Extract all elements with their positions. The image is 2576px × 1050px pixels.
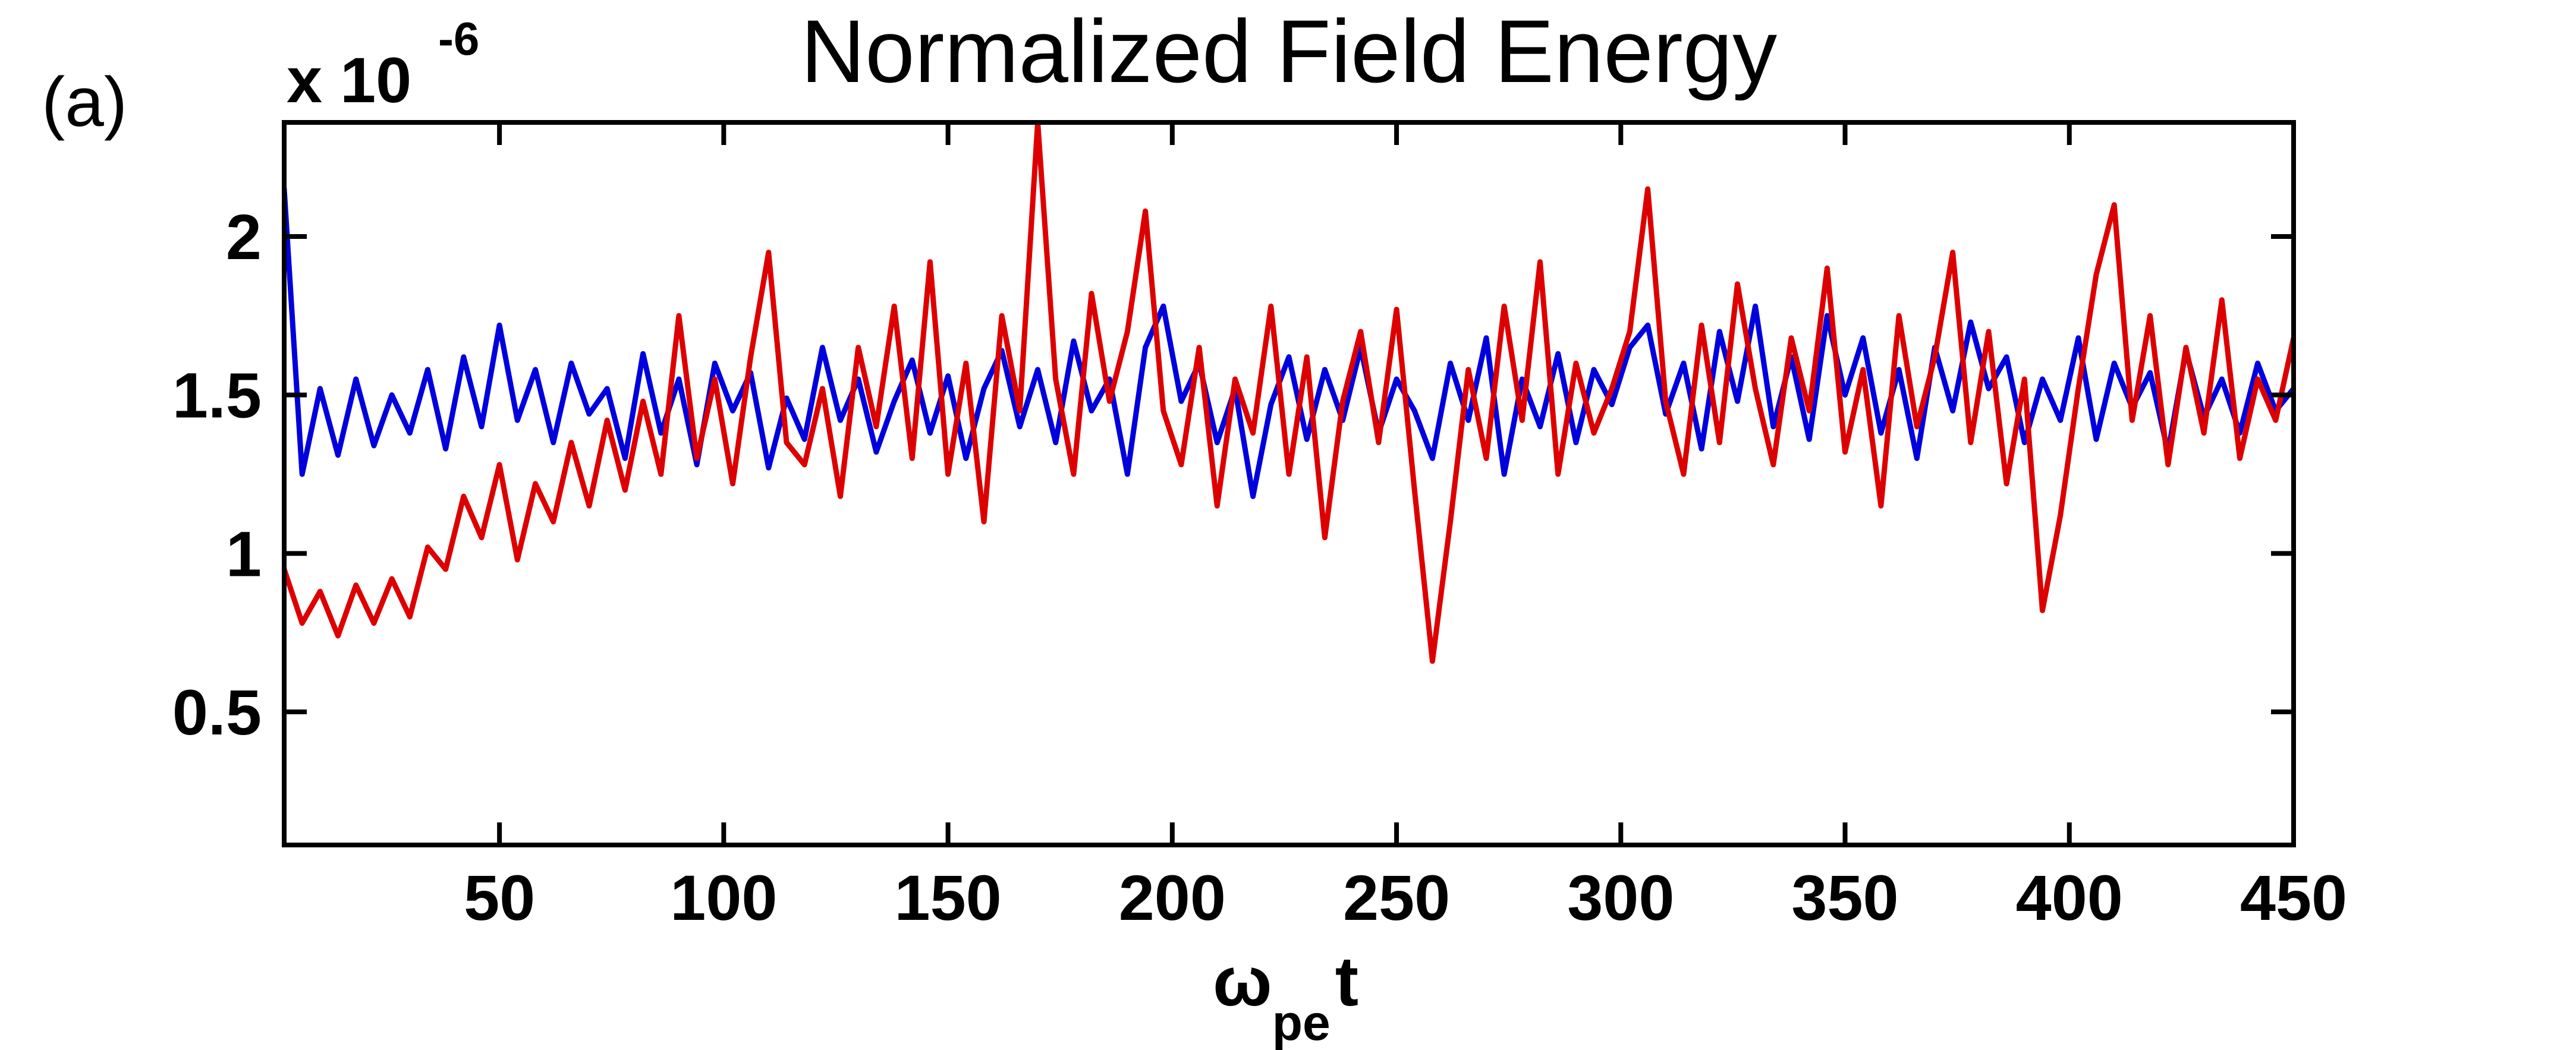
blue-field-energy-line <box>284 186 2294 499</box>
x-tick-label: 400 <box>2016 862 2123 934</box>
x-tick-label: 150 <box>895 862 1002 934</box>
x-tick-label: 100 <box>670 862 777 934</box>
y-axis-multiplier-exponent: -6 <box>438 12 479 65</box>
y-tick-label: 2 <box>226 201 262 273</box>
x-label-omega: ω <box>1213 942 1272 1021</box>
y-tick-label: 1.5 <box>172 360 262 431</box>
x-tick-label: 200 <box>1119 862 1226 934</box>
y-axis-multiplier: x 10 <box>287 44 411 116</box>
x-label-t: t <box>1335 942 1358 1021</box>
panel-label: (a) <box>42 63 127 141</box>
x-tick-label: 300 <box>1567 862 1674 934</box>
x-tick-label: 350 <box>1791 862 1898 934</box>
axes <box>282 120 2296 847</box>
x-axis-label: ωpet <box>1213 942 1358 1050</box>
plot-box <box>282 120 2296 847</box>
x-tick-labels: 50 100 150 200 250 300 350 400 450 <box>464 862 2347 934</box>
x-tick-label: 450 <box>2240 862 2347 934</box>
x-tick-label: 250 <box>1343 862 1450 934</box>
x-tick-label: 50 <box>464 862 535 934</box>
series-lines <box>284 122 2294 664</box>
y-tick-labels: 0.5 1 1.5 2 <box>172 201 262 748</box>
x-label-subscript: pe <box>1272 995 1331 1050</box>
red-field-energy-line <box>284 122 2294 664</box>
y-tick-label: 0.5 <box>172 676 262 748</box>
chart-title: Normalized Field Energy <box>801 1 1777 101</box>
y-tick-label: 1 <box>226 518 262 589</box>
